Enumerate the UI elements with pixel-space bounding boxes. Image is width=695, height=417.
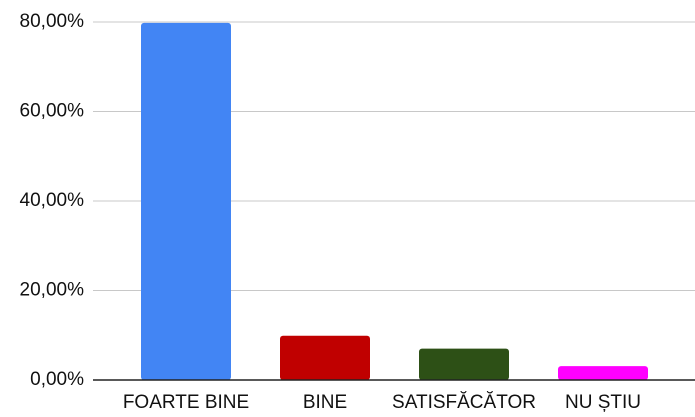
x-category-label: BINE <box>303 392 347 413</box>
y-tick-label: 0,00% <box>30 369 84 390</box>
y-tick-label: 80,00% <box>20 11 85 32</box>
y-tick-label: 20,00% <box>20 280 85 301</box>
bar-satisfăcător <box>419 348 509 380</box>
y-axis-tick-labels: 0,00% 20,00% 40,00% 60,00% 80,00% <box>20 11 85 390</box>
y-tick-label: 40,00% <box>20 190 85 211</box>
x-axis-category-labels: FOARTE BINE BINE SATISFĂCĂTOR NU ȘTIU <box>123 392 641 413</box>
x-category-label: SATISFĂCĂTOR <box>392 392 536 413</box>
bar-bine <box>280 335 370 380</box>
x-category-label: FOARTE BINE <box>123 392 249 413</box>
y-tick-label: 60,00% <box>20 101 85 122</box>
bar-nu-știu <box>558 366 648 380</box>
x-category-label: NU ȘTIU <box>565 392 641 413</box>
bar-foarte-bine <box>141 22 231 381</box>
bars <box>141 22 648 381</box>
